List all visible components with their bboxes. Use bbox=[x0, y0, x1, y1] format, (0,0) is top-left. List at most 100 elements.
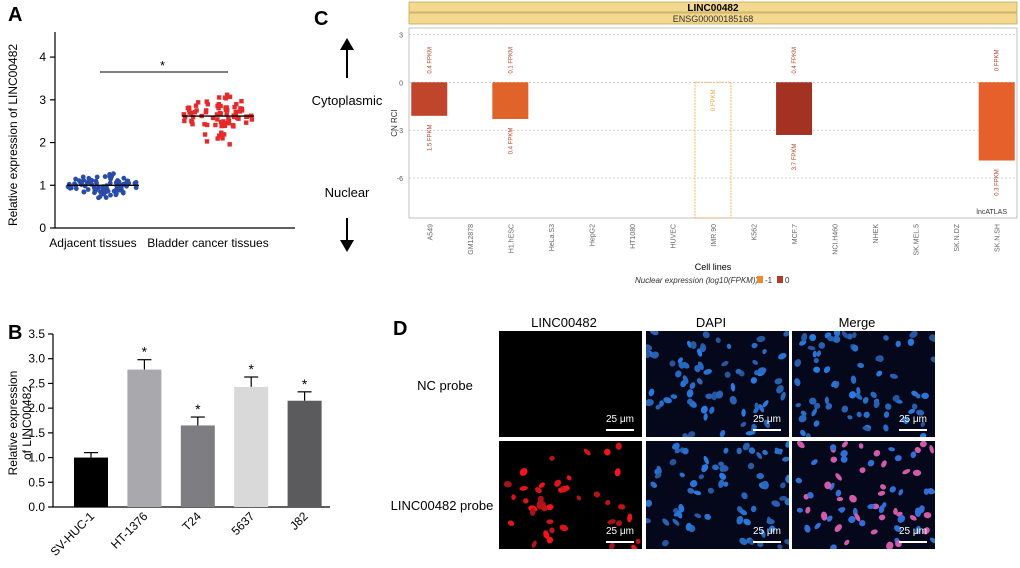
nucleus bbox=[813, 420, 820, 427]
nucleus bbox=[507, 520, 515, 527]
nucleus bbox=[672, 442, 680, 450]
nucleus bbox=[673, 511, 682, 517]
nucleus bbox=[910, 451, 917, 459]
micro-nc-merge: 25 μm bbox=[792, 331, 935, 437]
nucleus bbox=[703, 455, 709, 465]
nucleus bbox=[529, 507, 536, 516]
data-point bbox=[224, 112, 229, 117]
micro-nc-dapi: 25 μm bbox=[646, 331, 789, 437]
nucleus bbox=[779, 495, 788, 501]
nucleus bbox=[719, 465, 729, 472]
legend-label: 0 bbox=[785, 276, 790, 285]
nucleus bbox=[862, 426, 871, 432]
y-axis-label: Relative expression of LINC00482 bbox=[6, 44, 20, 226]
x-tick-label: NHEK bbox=[873, 224, 880, 244]
nucleus bbox=[697, 361, 704, 370]
data-point bbox=[219, 123, 224, 129]
nucleus bbox=[897, 515, 906, 523]
bar-top-label: 0.4 FPKM bbox=[792, 47, 798, 74]
nucleus bbox=[718, 479, 725, 488]
nucleus bbox=[756, 473, 764, 480]
nucleus bbox=[857, 362, 865, 369]
nucleus bbox=[807, 345, 816, 351]
watermark: lncATLAS bbox=[976, 209, 1007, 216]
nucleus bbox=[885, 403, 892, 410]
panel-letter-c: C bbox=[314, 8, 329, 30]
x-tick-label: H1.hESC bbox=[508, 224, 515, 253]
data-point bbox=[221, 132, 227, 137]
nucleus bbox=[850, 375, 857, 384]
nucleus bbox=[741, 408, 746, 417]
nucleus bbox=[909, 331, 918, 338]
nucleus bbox=[870, 391, 877, 399]
nucleus bbox=[756, 452, 763, 460]
nucleus bbox=[852, 332, 857, 339]
nuclei-field bbox=[794, 331, 935, 437]
nucleus bbox=[877, 490, 886, 496]
nucleus bbox=[856, 387, 861, 395]
data-point bbox=[73, 186, 79, 191]
nucleus bbox=[751, 423, 757, 430]
bar bbox=[74, 457, 108, 507]
significance-star: * bbox=[248, 361, 254, 377]
nucleus bbox=[736, 515, 744, 525]
data-point bbox=[223, 96, 229, 101]
legend-swatch bbox=[777, 276, 783, 283]
nucleus bbox=[718, 461, 725, 467]
nucleus bbox=[693, 490, 702, 496]
nucleus bbox=[919, 433, 927, 437]
panel-letter-d: D bbox=[393, 318, 408, 340]
data-point bbox=[76, 178, 82, 184]
data-point bbox=[181, 112, 186, 117]
nucleus bbox=[785, 474, 789, 484]
nucleus bbox=[735, 368, 742, 375]
nucleus bbox=[656, 465, 662, 475]
nucleus bbox=[646, 518, 651, 524]
nucleus bbox=[559, 524, 569, 532]
data-point bbox=[81, 177, 87, 183]
data-point bbox=[218, 119, 224, 125]
bar bbox=[411, 82, 448, 116]
data-point bbox=[204, 99, 209, 104]
nucleus bbox=[662, 518, 670, 526]
nucleus bbox=[546, 504, 554, 511]
nucleus bbox=[627, 513, 633, 523]
data-point bbox=[226, 116, 231, 122]
nucleus bbox=[534, 487, 542, 494]
micro-probe-linc00482: 25 μm bbox=[499, 441, 642, 549]
nucleus bbox=[919, 441, 927, 448]
bar bbox=[127, 369, 162, 507]
nucleus bbox=[816, 350, 822, 357]
column-label-merge: Merge bbox=[838, 315, 876, 330]
data-point bbox=[100, 185, 106, 191]
legend-swatch bbox=[757, 276, 763, 283]
nucleus bbox=[916, 409, 925, 416]
nucleus bbox=[776, 385, 784, 394]
y-tick-label: 2 bbox=[39, 136, 46, 150]
nucleus bbox=[702, 331, 710, 339]
data-point bbox=[219, 131, 224, 136]
legend-label: -1 bbox=[765, 276, 773, 285]
y-tick-label: 0 bbox=[399, 80, 403, 87]
nucleus bbox=[811, 408, 817, 417]
nucleus bbox=[678, 361, 685, 369]
nucleus bbox=[741, 492, 748, 500]
nucleus bbox=[762, 400, 769, 408]
nucleus bbox=[839, 507, 846, 513]
chart-subtitle: ENSG00000185168 bbox=[673, 14, 754, 24]
nucleus bbox=[784, 539, 789, 545]
nucleus bbox=[814, 522, 821, 530]
nucleus bbox=[800, 410, 807, 417]
nucleus bbox=[923, 488, 929, 495]
nucleus bbox=[835, 473, 842, 481]
nucleus bbox=[883, 335, 889, 341]
scale-bar-label: 25 μm bbox=[606, 526, 634, 537]
data-point bbox=[103, 195, 109, 200]
panel-letter-b: B bbox=[8, 322, 23, 344]
bar-top-label: 0 FPKM bbox=[995, 49, 1001, 71]
data-point bbox=[103, 189, 109, 195]
nucleus bbox=[719, 430, 726, 437]
nucleus bbox=[650, 481, 658, 488]
subtitle-strip bbox=[408, 12, 1018, 25]
